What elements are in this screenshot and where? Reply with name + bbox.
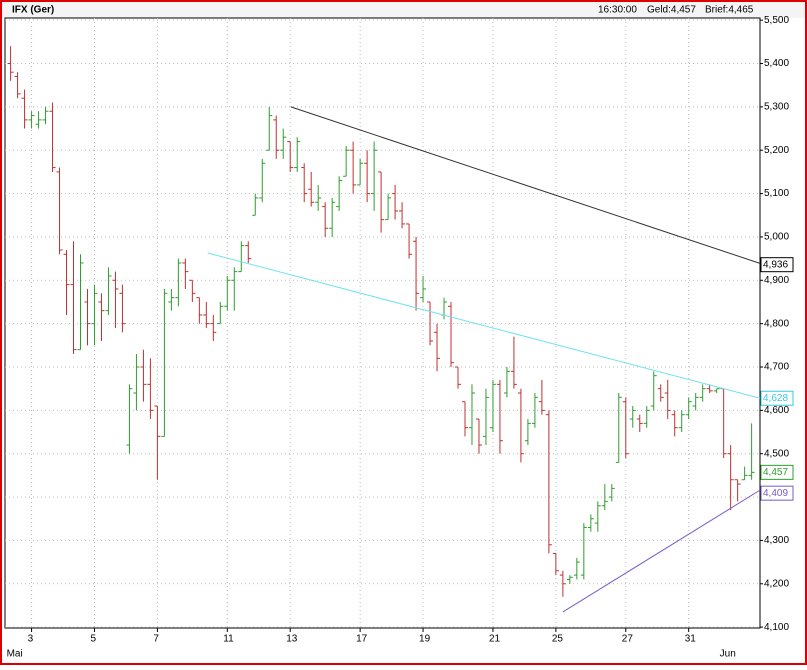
x-tick-label: 13: [286, 634, 298, 645]
price-marker-label: 4,409: [763, 488, 788, 499]
y-tick-label: 5,500: [764, 15, 789, 26]
y-tick-label: 5,200: [764, 145, 789, 156]
x-tick-label: 19: [419, 634, 431, 645]
price-marker-label: 4,457: [763, 467, 788, 478]
y-tick-label: 5,100: [764, 188, 789, 199]
plot-frame: [4, 17, 761, 629]
symbol: IFX (Ger): [12, 5, 54, 16]
x-tick-label: 7: [153, 634, 159, 645]
month-label: Mai: [7, 649, 23, 660]
header-bar: [2, 2, 805, 18]
trendline: [562, 489, 761, 613]
x-tick-label: 11: [223, 634, 234, 645]
ask: Brief:4,465: [705, 5, 754, 16]
y-tick-label: 4,500: [764, 448, 789, 459]
price-marker: [760, 464, 794, 480]
y-tick-label: 4,600: [764, 405, 789, 416]
time: 16:30:00: [598, 5, 637, 16]
price-marker-label: 4,936: [763, 259, 788, 270]
y-tick-label: 4,900: [764, 275, 789, 286]
y-tick-label: 4,800: [764, 318, 789, 329]
price-marker-label: 4,628: [763, 393, 788, 404]
x-tick-label: 5: [90, 634, 96, 645]
x-tick-label: 21: [489, 634, 501, 645]
y-tick-label: 5,000: [764, 232, 789, 243]
y-tick-label: 4,700: [764, 362, 789, 373]
price-marker: [760, 257, 794, 273]
x-tick-label: 27: [622, 634, 634, 645]
trendline: [207, 252, 761, 399]
y-tick-label: 5,400: [764, 58, 789, 69]
x-tick-label: 25: [552, 634, 564, 645]
y-tick-label: 5,300: [764, 102, 789, 113]
y-tick-label: 4,200: [764, 578, 789, 589]
x-tick-label: 3: [28, 634, 34, 645]
month-label: Jun: [720, 649, 736, 660]
y-tick-label: 4,300: [764, 535, 789, 546]
x-tick-label: 31: [685, 634, 697, 645]
bid: Geld:4,457: [647, 5, 696, 16]
x-tick-label: 17: [356, 634, 368, 645]
y-tick-label: 4,100: [764, 622, 789, 633]
price-marker: [760, 485, 794, 501]
trendline: [290, 106, 761, 264]
price-marker: [760, 390, 794, 406]
